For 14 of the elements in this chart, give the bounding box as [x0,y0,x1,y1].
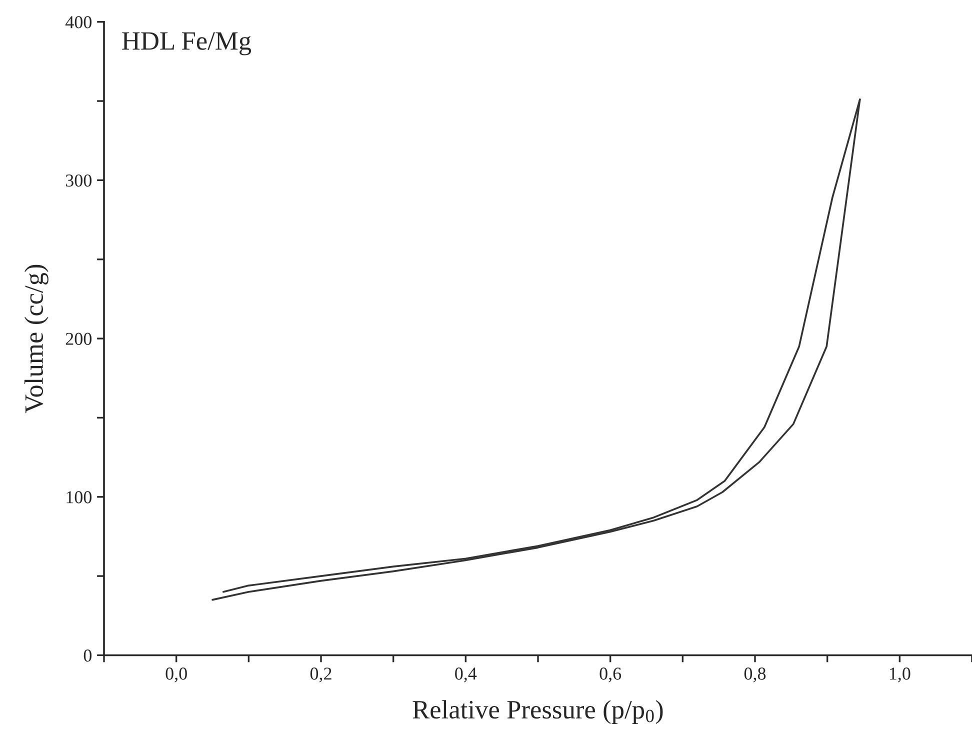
x-tick-label: 0,0 [166,668,187,682]
x-axis-title: Relative Pressure (p/p$_{0}$) [412,700,663,724]
x-tick-label: 0,6 [600,668,622,682]
y-tick-label: 300 [66,174,92,187]
y-tick-label: 200 [66,332,92,345]
y-axis-title: Volume (cc/g) [24,264,48,414]
y-tick-label: 400 [65,16,92,28]
x-tick-label: 0,8 [744,668,766,682]
x-tick-label: 0,2 [310,668,332,682]
y-tick-label: 0 [84,649,92,662]
x-tick-label: 1,0 [890,668,910,682]
y-tick-label: 100 [66,491,92,504]
chart-title: HDL Fe/Mg [122,32,252,56]
x-tick-label: 0,4 [455,668,477,682]
